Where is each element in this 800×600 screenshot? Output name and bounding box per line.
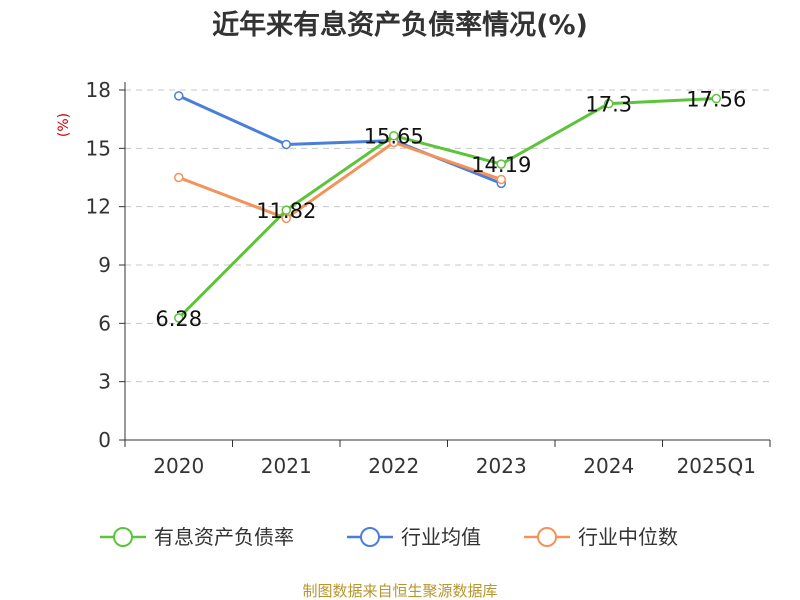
x-tick-label: 2023 <box>476 454 527 478</box>
data-point <box>174 91 184 101</box>
legend-item-2: 行业中位数 <box>524 525 678 549</box>
y-axis-label: (%) <box>56 113 72 137</box>
data-label: 15.65 <box>364 125 424 149</box>
data-label: 17.3 <box>585 93 632 117</box>
legend-marker <box>113 527 133 547</box>
data-label: 14.19 <box>471 153 531 177</box>
data-point <box>711 93 721 104</box>
x-tick-label: 2022 <box>368 454 419 478</box>
y-tick-label: 6 <box>98 311 111 335</box>
y-ticks: 0 3 6 9 12 15 18 <box>86 78 111 452</box>
data-point <box>174 313 184 323</box>
y-tick-label: 9 <box>98 253 111 277</box>
y-tick-label: 12 <box>86 195 111 219</box>
data-label: 6.28 <box>155 307 202 331</box>
y-tick-label: 0 <box>98 428 111 452</box>
legend-marker <box>360 527 380 547</box>
legend: 有息资产负债率 行业均值 行业中位数 <box>100 525 678 549</box>
grid <box>125 89 770 383</box>
series-line <box>178 141 502 220</box>
data-label: 17.56 <box>686 88 746 112</box>
y-tick-label: 3 <box>98 370 111 394</box>
legend-label: 行业均值 <box>401 525 481 549</box>
legend-marker <box>537 527 557 547</box>
axes <box>119 82 771 447</box>
data-point <box>281 139 291 150</box>
legend-label: 有息资产负债率 <box>154 525 294 549</box>
x-tick-label: 2020 <box>153 454 204 478</box>
legend-label: 行业中位数 <box>578 525 678 549</box>
series-line <box>177 97 717 319</box>
x-ticks: 2020 2021 2022 2023 2024 2025Q1 <box>153 454 756 478</box>
data-point <box>281 205 291 215</box>
y-tick-label: 15 <box>86 136 111 160</box>
data-labels: 6.28 11.82 15.65 14.19 17.3 17.56 <box>155 88 746 331</box>
chart-title: 近年来有息资产负债率情况(%) <box>212 9 588 41</box>
series-line <box>178 94 502 185</box>
data-point <box>496 159 506 169</box>
source-note: 制图数据来自恒生聚源数据库 <box>302 582 497 600</box>
data-point <box>604 98 614 109</box>
data-point <box>174 172 184 183</box>
x-tick-label: 2024 <box>583 454 634 478</box>
data-point <box>389 130 399 141</box>
legend-item-1: 行业均值 <box>347 525 481 549</box>
series-group <box>174 91 721 323</box>
series-0 <box>174 93 721 323</box>
series-2 <box>174 137 506 224</box>
x-tick-label: 2021 <box>261 454 312 478</box>
legend-item-0: 有息资产负债率 <box>100 525 294 549</box>
x-tick-label: 2025Q1 <box>677 454 756 478</box>
data-label: 11.82 <box>256 199 316 223</box>
data-point <box>496 174 506 185</box>
y-tick-label: 18 <box>86 78 111 102</box>
